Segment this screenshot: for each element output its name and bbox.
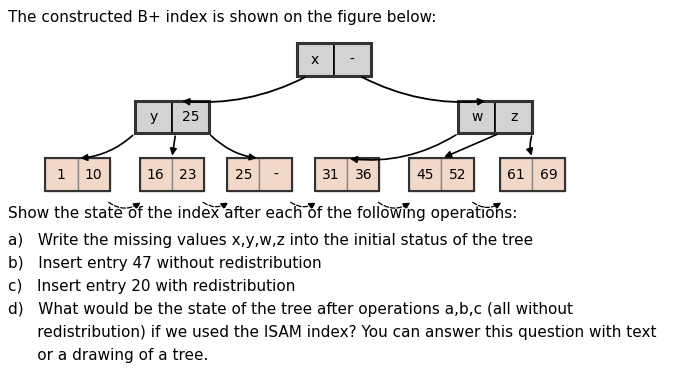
Bar	[458, 101, 495, 134]
Bar	[78, 158, 110, 191]
Bar	[259, 158, 292, 191]
Text: 23: 23	[179, 168, 197, 182]
Text: -: -	[350, 53, 355, 66]
Text: a)   Write the missing values x,y,w,z into the initial status of the tree: a) Write the missing values x,y,w,z into…	[8, 233, 533, 248]
Bar	[140, 158, 172, 191]
Text: 16: 16	[147, 168, 164, 182]
Text: b)   Insert entry 47 without redistribution: b) Insert entry 47 without redistributio…	[8, 256, 321, 271]
Text: 1: 1	[57, 168, 66, 182]
Text: y: y	[149, 110, 158, 124]
Bar	[227, 158, 259, 191]
Text: 10: 10	[85, 168, 102, 182]
Bar	[532, 158, 565, 191]
Bar	[458, 101, 532, 134]
Text: Show the state of the index after each of the following operations:: Show the state of the index after each o…	[8, 206, 518, 221]
Text: c)   Insert entry 20 with redistribution: c) Insert entry 20 with redistribution	[8, 279, 295, 294]
Text: 45: 45	[417, 168, 434, 182]
Text: d)   What would be the state of the tree after operations a,b,c (all without: d) What would be the state of the tree a…	[8, 302, 573, 317]
Bar	[135, 101, 172, 134]
Bar	[297, 43, 371, 76]
Bar	[315, 158, 379, 191]
Text: 31: 31	[322, 168, 340, 182]
Bar	[227, 158, 292, 191]
Bar	[172, 101, 209, 134]
Bar	[297, 43, 334, 76]
Text: or a drawing of a tree.: or a drawing of a tree.	[8, 348, 208, 363]
Text: z: z	[510, 110, 518, 124]
Text: w: w	[471, 110, 483, 124]
Bar	[172, 158, 204, 191]
Bar	[495, 101, 532, 134]
Bar	[441, 158, 474, 191]
Text: 36: 36	[355, 168, 372, 182]
Bar	[334, 43, 371, 76]
Text: x: x	[311, 53, 319, 66]
Bar	[45, 158, 78, 191]
Bar	[409, 158, 474, 191]
Text: 69: 69	[540, 168, 557, 182]
Bar	[45, 158, 110, 191]
Bar	[500, 158, 565, 191]
Bar	[409, 158, 441, 191]
Bar	[500, 158, 532, 191]
Text: 25: 25	[235, 168, 252, 182]
Bar	[135, 101, 209, 134]
Bar	[140, 158, 204, 191]
Text: 61: 61	[508, 168, 525, 182]
Text: redistribution) if we used the ISAM index? You can answer this question with tex: redistribution) if we used the ISAM inde…	[8, 325, 656, 340]
Text: -: -	[273, 168, 278, 182]
Text: 52: 52	[449, 168, 466, 182]
Bar	[315, 158, 347, 191]
Bar	[347, 158, 379, 191]
Text: The constructed B+ index is shown on the figure below:: The constructed B+ index is shown on the…	[8, 10, 437, 25]
Text: 25: 25	[182, 110, 199, 124]
